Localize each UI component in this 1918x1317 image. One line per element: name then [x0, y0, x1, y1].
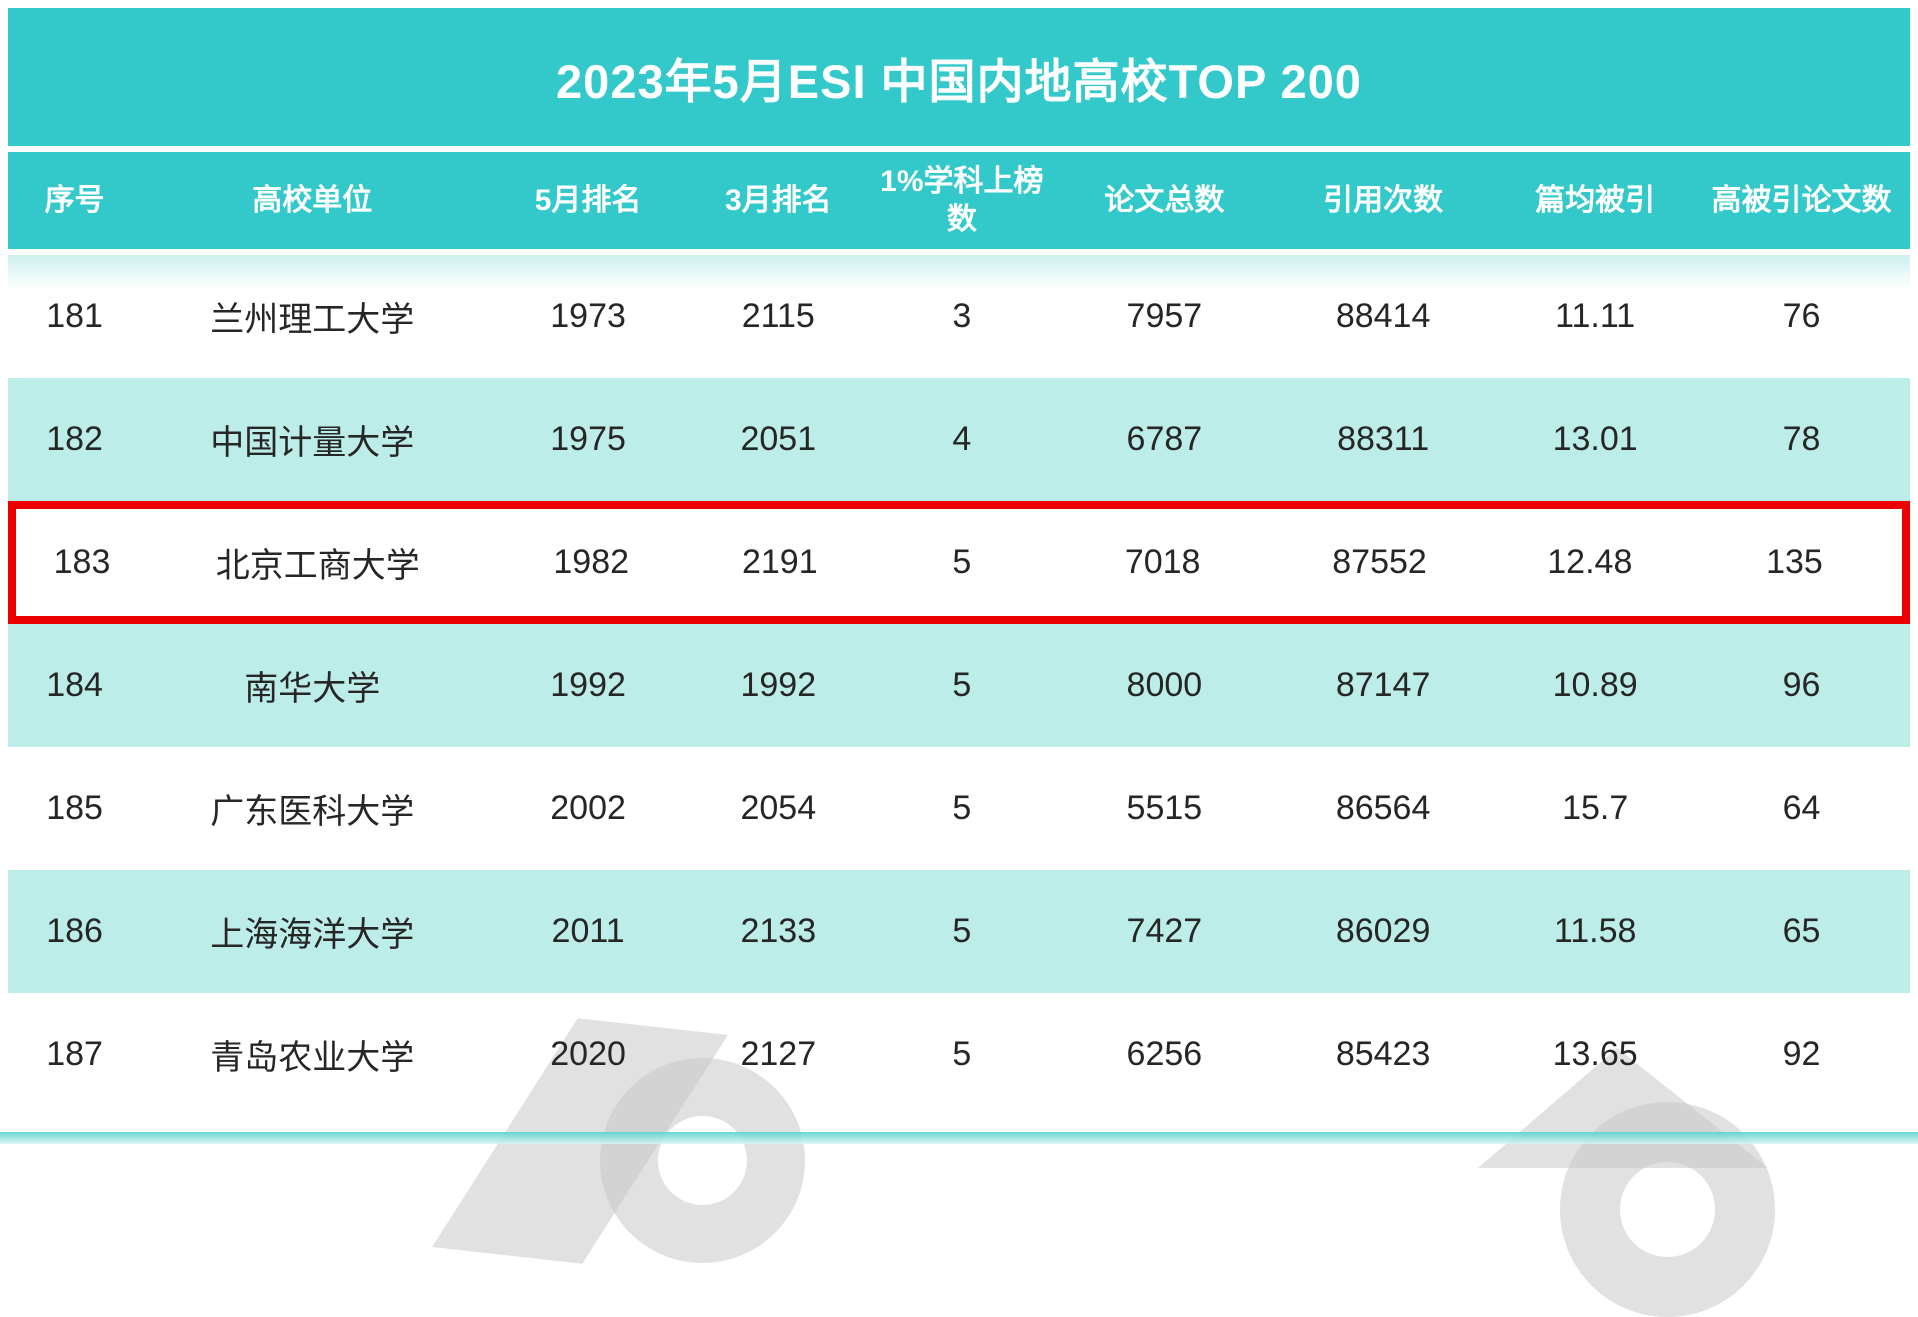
table-cell: 183: [53, 543, 111, 581]
table-cell: 1975: [550, 420, 626, 458]
table-cell: 92: [1782, 1035, 1821, 1073]
column-header-5: 论文总数: [1104, 183, 1225, 217]
table-cell: 184: [46, 666, 103, 704]
table-cell: 广东医科大学: [210, 793, 415, 831]
table-cell: 182: [46, 420, 103, 458]
table-cell: 78: [1782, 420, 1821, 458]
table-cell: 85423: [1335, 1035, 1431, 1073]
table-cell: 1973: [550, 297, 626, 335]
table-cell: 2051: [740, 420, 817, 458]
table-cell: 5: [952, 1035, 972, 1073]
table-cell: 中国计量大学: [210, 424, 415, 462]
table-cell: 13.01: [1552, 420, 1638, 458]
table-cell: 1992: [740, 666, 817, 704]
table-row: 186 上海海洋大学 2011 2133 5 7427 86029 11.58 65: [8, 870, 1910, 993]
table-cell: 12.48: [1547, 543, 1633, 581]
table-cell: 2054: [740, 789, 817, 827]
table-cell: 10.89: [1552, 666, 1638, 704]
table-cell: 8000: [1126, 666, 1203, 704]
table-cell: 上海海洋大学: [210, 916, 415, 954]
table-header-row: 序号 高校单位 5月排名 3月排名 1%学科上榜数 论文总数 引用次数 篇均被引 高被引论文数: [8, 152, 1910, 249]
table-row: 185 广东医科大学 2002 2054 5 5515 86564 15.7 64: [8, 747, 1910, 870]
table-row: 181 兰州理工大学 1973 2115 3 7957 88414 11.11 76: [8, 255, 1910, 378]
table-cell: 186: [46, 912, 103, 950]
table-cell: 青岛农业大学: [210, 1039, 415, 1077]
table-cell: 7957: [1126, 297, 1203, 335]
table-cell: 5: [952, 666, 972, 704]
table-cell: 87147: [1335, 666, 1431, 704]
table-body: 181 兰州理工大学 1973 2115 3 7957 88414 11.11 76 182 中国计…: [8, 255, 1910, 1116]
table-cell: 76: [1782, 297, 1821, 335]
table-cell: 15.7: [1562, 789, 1629, 827]
table-cell: 5515: [1126, 789, 1203, 827]
table-cell: 86564: [1335, 789, 1431, 827]
table-cell: 2115: [741, 297, 815, 335]
table-row-highlighted: 183 北京工商大学 1982 2191 5 7018 87552 12.48 135: [8, 501, 1910, 624]
bottom-strip: [0, 1132, 1918, 1144]
column-header-8: 高被引论文数: [1711, 183, 1892, 217]
table-cell: 2020: [550, 1035, 626, 1073]
table-cell: 11.58: [1553, 912, 1637, 950]
column-header-3: 3月排名: [724, 183, 832, 217]
table-cell: 96: [1782, 666, 1821, 704]
column-header-7: 篇均被引: [1535, 183, 1656, 217]
table-cell: 2127: [740, 1035, 817, 1073]
table-cell: 65: [1782, 912, 1821, 950]
column-header-4: 1%学科上榜数: [880, 165, 1044, 236]
column-header-6: 引用次数: [1323, 183, 1444, 217]
table-cell: 1992: [550, 666, 626, 704]
table-cell: 6256: [1126, 1035, 1203, 1073]
table-cell: 2191: [741, 543, 818, 581]
table-cell: 5: [952, 789, 972, 827]
table-cell: 5: [952, 543, 972, 581]
table-cell: 87552: [1332, 543, 1427, 581]
esi-ranking-page: 2023年5月ESI 中国内地高校TOP 200 序号 高校单位 5月排名 3月排名 1…: [0, 8, 1918, 1317]
table-cell: 11.11: [1555, 297, 1636, 335]
table-cell: 13.65: [1552, 1035, 1638, 1073]
table-cell: 3: [952, 297, 972, 335]
table-cell: 6787: [1126, 420, 1203, 458]
table-cell: 7427: [1126, 912, 1203, 950]
table-cell: 88414: [1335, 297, 1431, 335]
table-cell: 187: [46, 1035, 103, 1073]
table-cell: 北京工商大学: [215, 547, 420, 585]
table-cell: 64: [1782, 789, 1821, 827]
table-row: 182 中国计量大学 1975 2051 4 6787 88311 13.01 78: [8, 378, 1910, 501]
table-cell: 2011: [551, 912, 625, 950]
table-cell: 南华大学: [244, 670, 381, 708]
table-cell: 兰州理工大学: [210, 301, 415, 339]
table-cell: 185: [46, 789, 103, 827]
table-cell: 88311: [1337, 420, 1430, 458]
table-cell: 86029: [1335, 912, 1431, 950]
table-row: 184 南华大学 1992 1992 5 8000 87147 10.89 96: [8, 624, 1910, 747]
page-title: 2023年5月ESI 中国内地高校TOP 200: [556, 54, 1362, 108]
table-cell: 5: [952, 912, 972, 950]
table-row: 187 青岛农业大学 2020 2127 5 6256 85423 13.65 92: [8, 993, 1910, 1116]
column-header-2: 5月排名: [534, 183, 642, 217]
table-cell: 7018: [1124, 543, 1201, 581]
table-cell: 4: [952, 420, 972, 458]
title-banner: 2023年5月ESI 中国内地高校TOP 200: [8, 8, 1910, 146]
table-cell: 1982: [553, 543, 630, 581]
table-cell: 181: [46, 297, 103, 335]
table-cell: 2133: [740, 912, 817, 950]
column-header-1: 高校单位: [252, 183, 373, 217]
column-header-0: 序号: [44, 183, 105, 217]
table-cell: 2002: [550, 789, 626, 827]
table-cell: 135: [1766, 543, 1823, 581]
